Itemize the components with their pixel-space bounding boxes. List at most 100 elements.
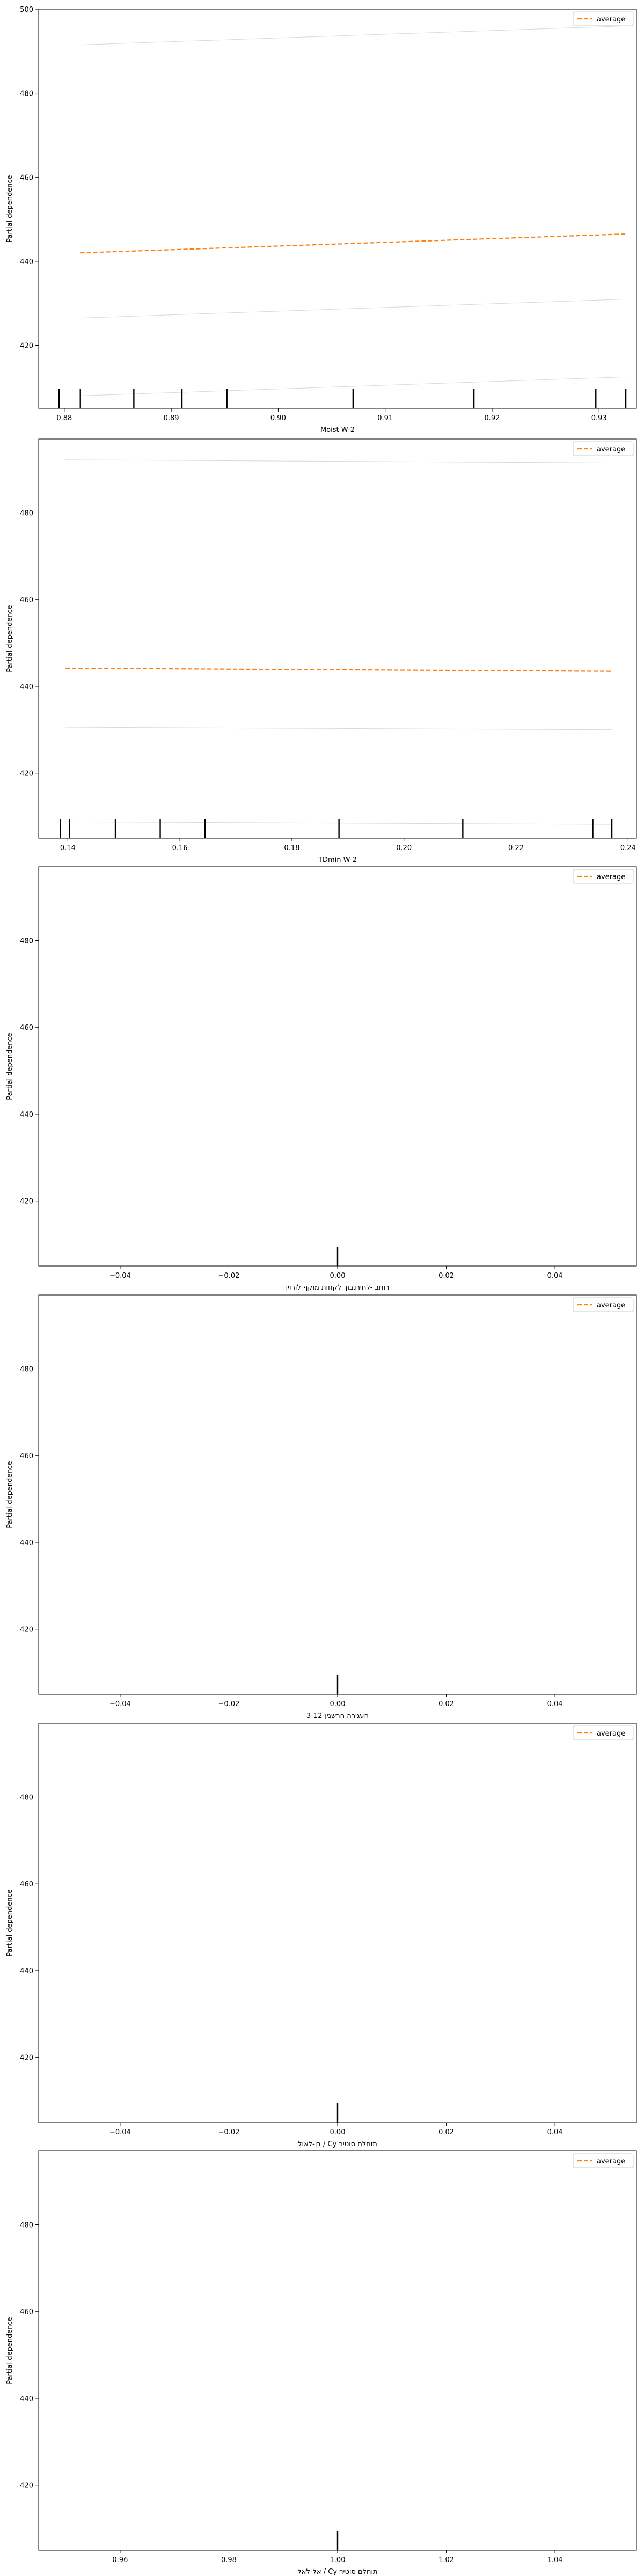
legend-box (573, 2153, 634, 2168)
y-tick-label: 440 (20, 683, 33, 691)
y-tick-label: 440 (20, 258, 33, 266)
x-tick-label: 0.22 (508, 844, 524, 852)
x-axis-label: 3-12-העגירה חרשגין (306, 1712, 369, 1720)
x-tick-label: 0.02 (438, 2128, 454, 2136)
x-tick-label: 0.89 (164, 414, 179, 422)
ice-line (80, 298, 626, 319)
y-tick-label: 420 (20, 1626, 33, 1634)
y-tick-label: 480 (20, 937, 33, 945)
y-tick-label: 480 (20, 509, 33, 517)
axes-frame (38, 1294, 637, 1695)
legend: average (573, 869, 634, 884)
axes-frame (38, 866, 637, 1267)
x-tick-label: −0.02 (218, 1272, 240, 1280)
x-axis-label: אל-לאל / Cy תוחלם סוטיר (297, 2568, 377, 2576)
x-tick-label: 0.04 (547, 1700, 563, 1708)
x-tick-label: 0.96 (112, 2556, 128, 2564)
legend: average (573, 441, 634, 456)
legend-average-label: average (597, 16, 625, 24)
x-tick-label: 1.00 (330, 2556, 346, 2564)
legend-average-label: average (597, 445, 625, 453)
axes-frame (38, 438, 637, 839)
legend-box (573, 1725, 634, 1740)
y-tick-label: 480 (20, 2221, 33, 2229)
y-tick-label: 480 (20, 1794, 33, 1802)
x-tick-label: 1.02 (438, 2556, 454, 2564)
pdp-panel-4: −0.04 −0.02 0.00 0.02 0.04 420 440 460 480 3-12-ה… (6, 1294, 637, 1720)
pdp-panel-1: 0.88 0.89 0.90 0.91 0.92 0.93 420 440 460 480 500 M… (6, 6, 637, 434)
x-tick-label: 0.88 (56, 414, 72, 422)
x-tick-label: −0.04 (109, 1272, 131, 1280)
x-tick-label: 0.93 (591, 414, 607, 422)
legend-box (573, 11, 634, 26)
y-axis-label: Partial dependence (6, 175, 14, 242)
y-axis-label: Partial dependence (6, 2317, 14, 2384)
legend: average (573, 1297, 634, 1312)
x-tick-label: 0.18 (284, 844, 299, 852)
x-tick-label: 0.14 (60, 844, 76, 852)
x-tick-label: −0.04 (109, 2128, 131, 2136)
legend: average (573, 2153, 634, 2168)
y-tick-label: 460 (20, 1024, 33, 1032)
x-tick-label: 0.91 (377, 414, 393, 422)
y-tick-label: 440 (20, 1111, 33, 1119)
y-tick-label: 460 (20, 596, 33, 604)
y-tick-label: 480 (20, 1365, 33, 1373)
legend: average (573, 1725, 634, 1740)
x-tick-label: 1.04 (547, 2556, 563, 2564)
y-tick-label: 420 (20, 1198, 33, 1206)
y-tick-label: 420 (20, 2054, 33, 2062)
x-tick-label: 0.16 (172, 844, 188, 852)
pdp-panel-3: −0.04 −0.02 0.00 0.02 0.04 420 440 460 480 רוחב -… (6, 866, 637, 1292)
y-tick-label: 420 (20, 2482, 33, 2490)
average-pd-line (80, 233, 626, 254)
legend-average-label: average (597, 1730, 625, 1738)
y-tick-label: 440 (20, 1539, 33, 1547)
pdp-panel-6: 0.96 0.98 1.00 1.02 1.04 420 440 460 480 אל-לאל /… (6, 2150, 637, 2576)
x-tick-label: 0.92 (484, 414, 500, 422)
y-axis-label: Partial dependence (6, 1889, 14, 1956)
legend-average-label: average (597, 1301, 625, 1309)
y-tick-label: 460 (20, 2308, 33, 2316)
x-tick-label: 0.02 (438, 1700, 454, 1708)
axes-frame (38, 1723, 637, 2123)
legend-box (573, 1297, 634, 1312)
legend-box (573, 869, 634, 884)
y-tick-label: 440 (20, 1967, 33, 1975)
y-tick-label: 420 (20, 770, 33, 778)
x-tick-label: −0.02 (218, 1700, 240, 1708)
ice-line (80, 376, 626, 396)
x-tick-label: 0.00 (330, 1700, 346, 1708)
y-axis-label: Partial dependence (6, 1461, 14, 1528)
x-axis-label: Moist W-2 (320, 426, 355, 434)
x-axis-label: TDmin W-2 (318, 856, 357, 864)
x-axis-label: בן-לאול / Cy תוחלם סוטיר (298, 2140, 377, 2148)
x-axis-label: רוחב -לחירנבוך לקחות מוקף לורוין (286, 1284, 390, 1292)
x-tick-label: 0.02 (438, 1272, 454, 1280)
x-tick-label: 0.00 (330, 2128, 346, 2136)
x-tick-label: −0.04 (109, 1700, 131, 1708)
pdp-panel-2: 0.14 0.16 0.18 0.20 0.22 0.24 420 440 460 480 TDmi… (6, 438, 637, 864)
average-pd-line (65, 667, 612, 672)
legend-box (573, 441, 634, 456)
x-tick-label: 0.04 (547, 2128, 563, 2136)
y-tick-label: 420 (20, 342, 33, 350)
ice-line (65, 727, 612, 730)
y-axis-label: Partial dependence (6, 605, 14, 672)
y-tick-label: 440 (20, 2395, 33, 2403)
y-axis-label: Partial dependence (6, 1033, 14, 1100)
y-tick-label: 460 (20, 174, 33, 182)
y-tick-label: 480 (20, 90, 33, 98)
ice-line (65, 459, 612, 463)
x-tick-label: 0.98 (221, 2556, 237, 2564)
axes-frame (38, 2150, 637, 2551)
y-tick-label: 460 (20, 1880, 33, 1889)
x-tick-label: 0.00 (330, 1272, 346, 1280)
legend-average-label: average (597, 2157, 625, 2165)
x-tick-label: 0.04 (547, 1272, 563, 1280)
legend-average-label: average (597, 873, 625, 881)
ice-line (80, 25, 626, 46)
x-tick-label: 0.24 (620, 844, 636, 852)
axes-frame (38, 9, 637, 409)
